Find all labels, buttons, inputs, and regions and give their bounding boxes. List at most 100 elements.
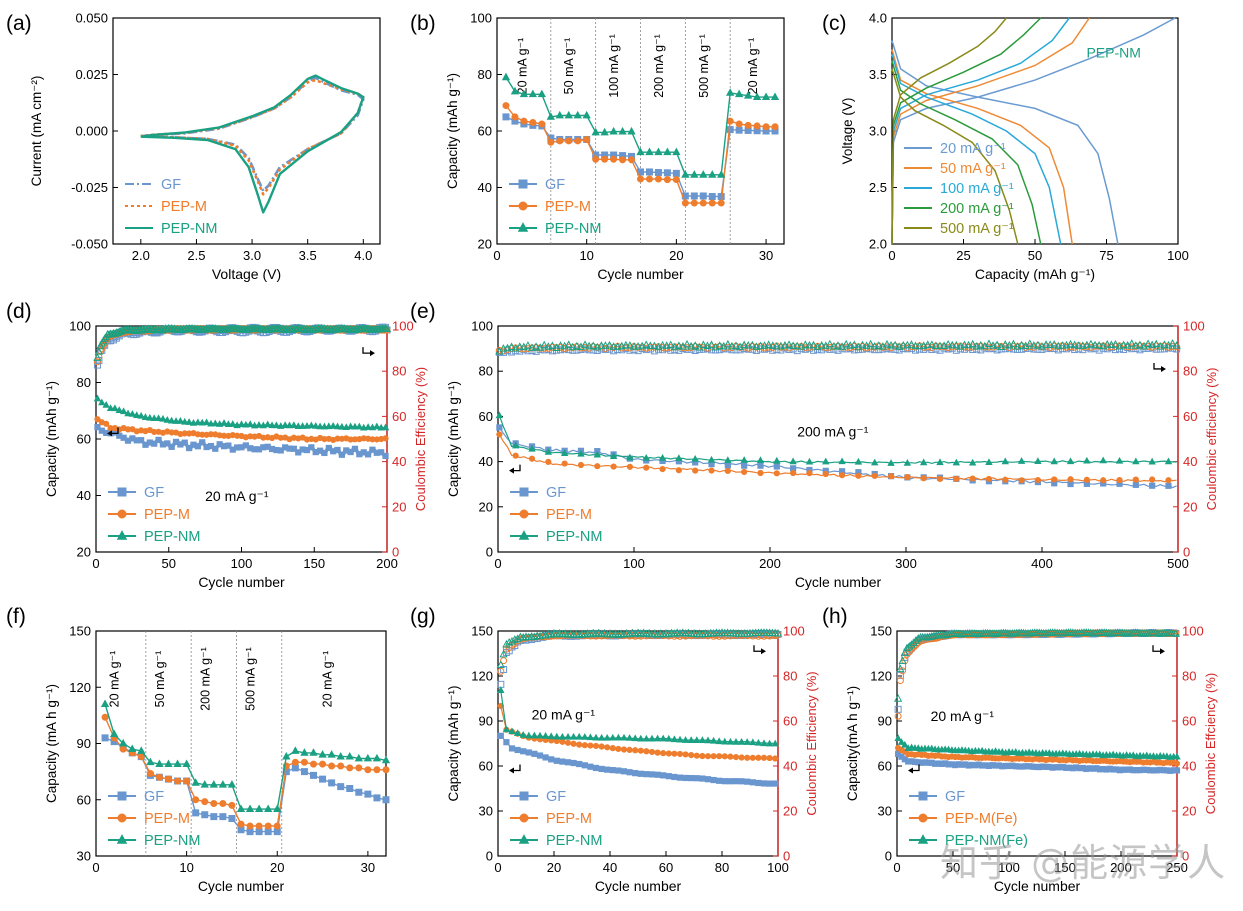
gcd-discharge-curve — [891, 49, 1073, 245]
panel-annotation: 20 mA g⁻¹ — [532, 707, 596, 723]
gcd-discharge-curve — [891, 40, 1119, 245]
ce-point-pep-nm — [992, 340, 1002, 349]
ce-point-pep-m(fe) — [1062, 630, 1070, 638]
ce-point-pep-nm — [523, 341, 533, 349]
ce-point-pep-nm — [740, 340, 749, 349]
ce-point-pep-nm — [547, 630, 556, 638]
ce-point-pep-m — [1091, 342, 1099, 350]
legend-marker — [117, 509, 127, 519]
gcd-charge-curve — [891, 17, 1042, 245]
capacity-point-pep-nm — [789, 457, 797, 465]
ce-point-pep-nm — [709, 629, 718, 637]
capacity-point-pep-nm — [194, 418, 202, 426]
rate-point-gf — [246, 828, 254, 836]
ce-point-pep-nm — [589, 341, 598, 350]
ce-point-pep-nm — [1127, 339, 1136, 347]
legend-marker — [518, 530, 530, 540]
capacity-point-pep-nm — [497, 686, 505, 694]
capacity-point-pep-nm — [528, 444, 536, 452]
x-tick-label: 2.5 — [187, 248, 205, 263]
rate-point-pep-nm — [717, 170, 726, 178]
rate-point-pep-m — [538, 120, 546, 128]
rate-point-pep-m — [708, 199, 716, 207]
rate-point-gf — [264, 828, 272, 836]
y-tick-label: 30 — [479, 804, 493, 819]
rate-label: 20 mA g⁻¹ — [516, 38, 530, 95]
ce-point-pep-nm — [1050, 340, 1059, 348]
ce-point-pep-nm — [1041, 340, 1051, 348]
ce-point-pep-nm(fe) — [898, 656, 907, 664]
ce-point-pep-nm — [915, 341, 924, 350]
y-tick-label: 2.0 — [869, 237, 887, 252]
right-axis-arrow — [1153, 362, 1163, 370]
capacity-point-gf — [755, 779, 762, 787]
capacity-point-pep-m — [732, 754, 740, 761]
capacity-point-pep-m — [838, 472, 846, 479]
y-tick-label: 80 — [478, 67, 492, 82]
ce-point-pep-nm — [507, 636, 517, 645]
rate-point-pep-m — [744, 121, 752, 129]
legend-label: PEP-M — [161, 199, 207, 215]
capacity-point-pep-nm — [133, 411, 141, 418]
ce-point-pep-m(fe) — [970, 630, 978, 638]
legend-label: 500 mA g⁻¹ — [940, 221, 1014, 237]
capacity-point-gf — [369, 446, 376, 453]
y2-axis-label: Coulombic Efficiency (%) — [413, 367, 428, 511]
rate-point-pep-m — [165, 775, 172, 783]
capacity-point-gf — [693, 775, 700, 782]
rate-point-pep-m — [310, 760, 317, 768]
capacity-point-pep-m — [671, 750, 678, 757]
x-tick-label: 100 — [231, 556, 253, 571]
capacity-point-pep-nm — [760, 739, 768, 747]
legend-marker — [518, 179, 528, 189]
y2-tick-label: 80 — [1182, 669, 1196, 684]
capacity-point-pep-m — [953, 475, 960, 482]
rate-point-pep-m — [155, 773, 163, 781]
ce-point-pep-nm — [510, 635, 519, 643]
ce-point-pep-nm — [499, 649, 508, 658]
rate-point-pep-nm — [318, 750, 327, 758]
legend-marker — [918, 813, 928, 823]
capacity-point-gf — [338, 451, 345, 458]
capacity-point-pep-nm — [329, 421, 337, 429]
y-tick-label: -0.050 — [71, 237, 108, 252]
rate-point-pep-nm — [501, 72, 511, 81]
ce-point-pep-nm — [580, 340, 590, 348]
ce-point-gf — [752, 346, 760, 354]
legend-label: PEP-NM(Fe) — [945, 833, 1028, 849]
right-axis-arrow — [362, 347, 372, 354]
capacity-point-gf — [164, 440, 171, 447]
x-axis-label: Cycle number — [198, 878, 285, 894]
capacity-point-pep-nm — [653, 734, 662, 742]
ce-point-pep-nm(fe) — [1171, 629, 1181, 637]
capacity-point-pep-nm — [377, 423, 385, 431]
x-tick-label: 0 — [92, 860, 99, 875]
capacity-point-pep-m — [545, 458, 552, 465]
capacity-point-gf — [604, 766, 611, 773]
panel-b: (b) 0 10 20 30 20 40 60 80 100 Cycle number Capacit… — [410, 11, 785, 282]
ce-point-pep-nm — [817, 341, 826, 349]
legend-label: PEP-NM — [546, 833, 602, 849]
ce-point-pep-nm — [698, 629, 707, 638]
legend-marker — [117, 813, 127, 823]
legend-marker — [519, 487, 529, 497]
legend-marker — [117, 487, 127, 497]
capacity-point-pep-nm — [765, 739, 774, 747]
ce-point-pep-nm — [805, 340, 814, 349]
rate-point-pep-nm — [291, 746, 300, 754]
capacity-point-pep-m — [688, 751, 695, 759]
ce-point-gf — [1136, 346, 1144, 354]
ce-point-pep-nm — [603, 629, 612, 638]
rate-point-pep-nm — [182, 759, 191, 768]
right-axis-arrowhead — [761, 648, 766, 655]
capacity-point-pep-nm — [106, 404, 115, 412]
panel-g: (g)0 20 40 60 80 1000306090120150020406080100… — [410, 605, 819, 894]
plot-frame — [896, 630, 1178, 857]
ce-point-pep-nm — [625, 341, 635, 349]
rate-point-pep-nm — [327, 750, 336, 758]
capacity-point-pep-nm — [320, 422, 329, 430]
capacity-point-pep-nm — [637, 734, 645, 742]
ce-point-pep-nm — [515, 342, 524, 350]
rate-point-pep-nm — [227, 780, 237, 788]
panel-annotation: PEP-NM — [1086, 45, 1140, 61]
